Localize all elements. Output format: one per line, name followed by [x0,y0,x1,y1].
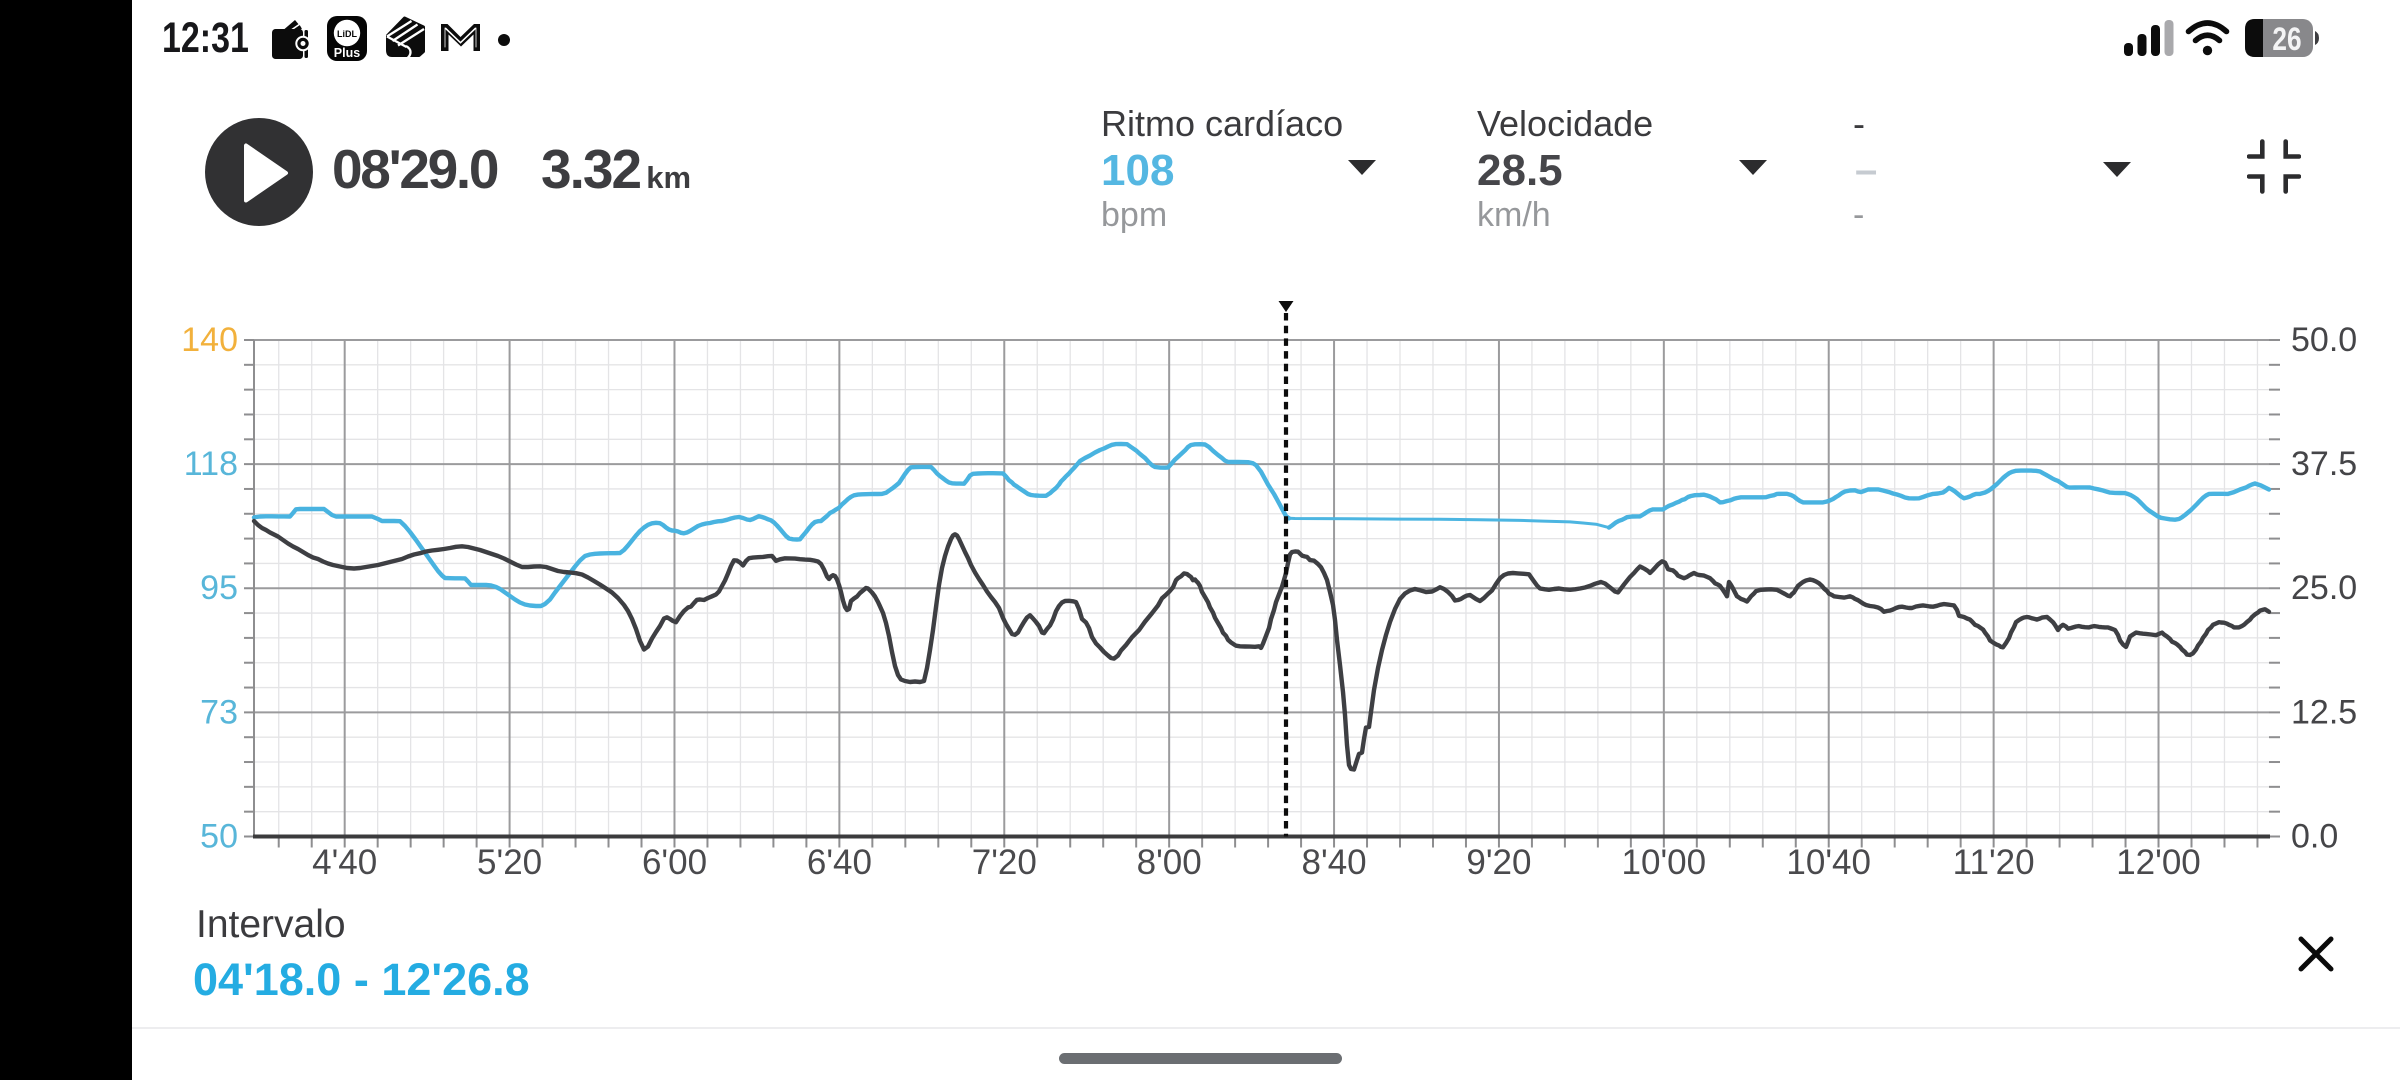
svg-text:26: 26 [2272,23,2301,57]
svg-text:12'00: 12'00 [2116,843,2201,882]
svg-text:12.5: 12.5 [2291,693,2357,731]
svg-text:25.0: 25.0 [2291,569,2357,607]
svg-text:50: 50 [200,818,238,856]
svg-text:7'20: 7'20 [972,843,1037,882]
svg-text:Plus: Plus [334,46,360,60]
svg-text:10'40: 10'40 [1786,843,1871,882]
svg-text:LiDL: LiDL [337,29,357,39]
svg-text:5'20: 5'20 [477,843,542,882]
svg-text:50.0: 50.0 [2291,321,2357,359]
svg-text:8'40: 8'40 [1302,843,1367,882]
svg-text:95: 95 [200,569,238,607]
svg-text:10'00: 10'00 [1622,843,1707,882]
svg-text:11'20: 11'20 [1953,843,2035,882]
svg-text:6'40: 6'40 [807,843,872,882]
svg-text:9'20: 9'20 [1466,843,1531,882]
svg-text:118: 118 [184,445,238,483]
svg-text:4'40: 4'40 [312,843,377,882]
svg-text:0.0: 0.0 [2291,818,2338,856]
svg-text:8'00: 8'00 [1137,843,1202,882]
svg-text:140: 140 [181,321,238,359]
svg-text:37.5: 37.5 [2291,445,2357,483]
svg-text:73: 73 [200,693,238,731]
svg-text:6'00: 6'00 [642,843,707,882]
